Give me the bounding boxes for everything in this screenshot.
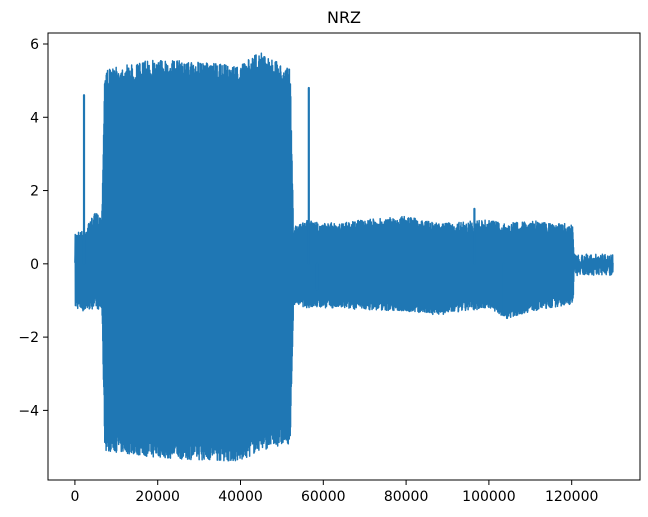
y-axis: −4 −2 0 2 4 6 — [18, 37, 48, 419]
y-tick-label: −2 — [18, 330, 39, 346]
y-tick-label: 4 — [30, 110, 39, 126]
chart-title: NRZ — [327, 8, 361, 27]
plot-series-group — [74, 52, 614, 462]
plot-frame — [47, 32, 641, 481]
x-tick-label: 80000 — [384, 489, 429, 505]
y-tick-label: 2 — [30, 184, 39, 200]
y-tick-label: 0 — [30, 257, 39, 273]
x-tick-label: 40000 — [218, 489, 263, 505]
x-tick-label: 120000 — [545, 489, 598, 505]
y-tick-label: −4 — [18, 403, 39, 419]
x-tick-label: 20000 — [135, 489, 180, 505]
series-line — [74, 52, 614, 462]
y-tick-label: 6 — [30, 37, 39, 53]
x-tick-label: 60000 — [301, 489, 346, 505]
x-tick-label: 100000 — [462, 489, 515, 505]
x-tick-label: 0 — [70, 489, 79, 505]
x-axis: 0 20000 40000 60000 80000 100000 120000 — [70, 480, 598, 505]
